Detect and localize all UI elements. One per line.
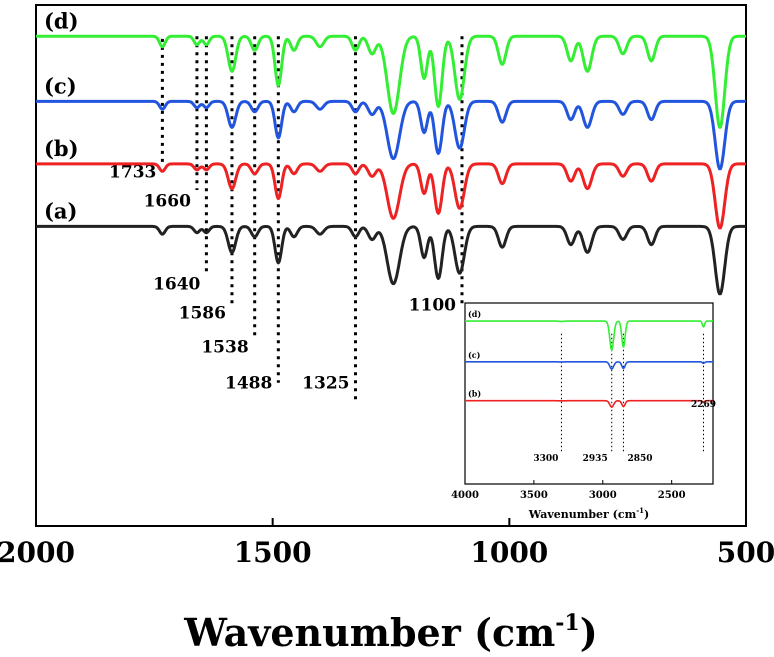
inset-x-axis-title-text: Wavenumber (cm xyxy=(528,508,637,521)
inset-x-tick-label: 2500 xyxy=(658,490,686,501)
x-tick-label: 1500 xyxy=(234,536,312,569)
inset-frame xyxy=(464,302,714,485)
inset-x-tick-label: 4000 xyxy=(451,490,479,501)
inset-series-label: (d) xyxy=(468,309,481,319)
main-x-axis-title-text: Wavenumber (cm xyxy=(183,610,555,655)
inset-peak-label: 2850 xyxy=(627,454,652,464)
inset-series-line xyxy=(465,399,713,408)
peak-label: 1640 xyxy=(153,275,200,295)
main-plot-frame xyxy=(35,4,747,527)
inset-series-line xyxy=(465,320,713,352)
peak-label: 1733 xyxy=(109,163,156,183)
series-label: (b) xyxy=(44,136,79,161)
inset-peak-label: 2935 xyxy=(583,454,608,464)
inset-x-tick-label: 3000 xyxy=(589,490,617,501)
x-tick-label: 2000 xyxy=(0,536,75,569)
inset-series-label: (b) xyxy=(468,389,481,399)
main-x-axis-title-superscript: -1 xyxy=(555,610,579,636)
series-label: (c) xyxy=(44,73,77,98)
inset-x-axis-title: Wavenumber (cm-1) xyxy=(528,506,649,521)
main-plot-area: 1733 1660 1640 1586 1538 1488 1325 1100 (d) (c) (b… xyxy=(35,8,747,401)
x-tick-label: 500 xyxy=(717,536,774,569)
series-line xyxy=(35,224,747,296)
inset-x-axis: 4000 3500 3000 2500 xyxy=(451,480,686,501)
series-line xyxy=(35,162,747,230)
inset-series-line xyxy=(465,361,713,370)
inset-x-axis-title-superscript: -1 xyxy=(636,506,644,515)
inset-x-tick-label: 3500 xyxy=(520,490,548,501)
inset-plot-area: (d) (c) (b) 3300 2935 2850 2269 xyxy=(465,309,716,464)
main-x-axis-title-close: ) xyxy=(580,610,598,655)
peak-label: 1538 xyxy=(201,337,248,357)
inset-x-axis-title-close: ) xyxy=(644,508,649,521)
peak-label: 1586 xyxy=(179,303,226,323)
inset-series-label: (c) xyxy=(468,350,481,360)
inset-peak-label: 3300 xyxy=(533,454,558,464)
peak-label: 1325 xyxy=(302,374,349,394)
main-x-axis-title: Wavenumber (cm-1) xyxy=(183,610,597,655)
series-label: (a) xyxy=(44,198,77,223)
inset-peak-label: 2269 xyxy=(691,400,716,410)
peak-label: 1488 xyxy=(225,374,272,394)
series-line xyxy=(35,34,747,129)
x-tick-label: 1000 xyxy=(470,536,548,569)
peak-label: 1660 xyxy=(144,191,191,211)
main-x-axis: 2000 1500 1000 500 xyxy=(0,518,774,569)
peak-label: 1100 xyxy=(409,296,456,316)
series-label: (d) xyxy=(44,8,79,33)
series-line xyxy=(35,99,747,171)
